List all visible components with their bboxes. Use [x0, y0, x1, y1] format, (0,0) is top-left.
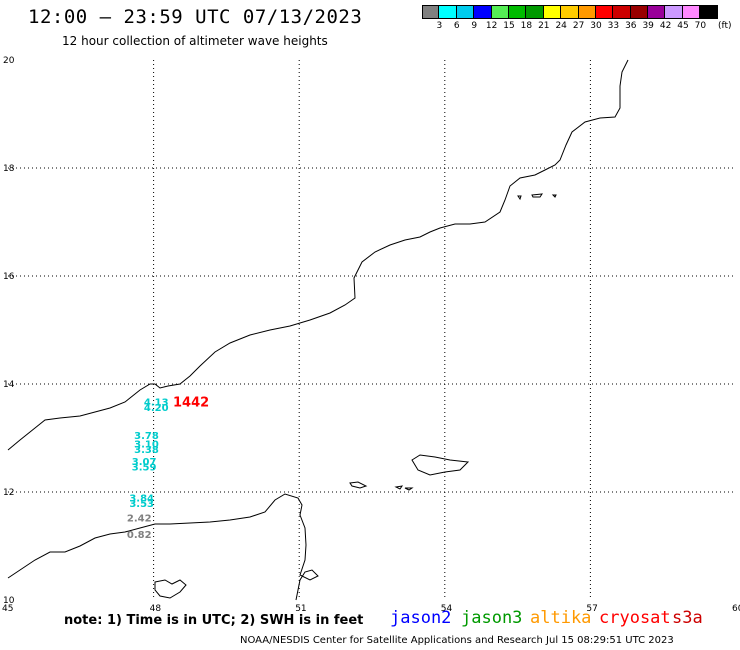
legend-label-11: 36 — [625, 21, 637, 31]
islet-4 — [517, 195, 522, 201]
lon-tick-label: 60 — [732, 604, 740, 614]
legend-swatch-16 — [700, 5, 718, 19]
lat-tick-label: 18 — [3, 164, 15, 174]
wave-observations: 4.134.20 1442 3.783.103.383.073.59 3.843.53… — [127, 396, 209, 541]
lon-tick-label: 48 — [150, 604, 162, 614]
lat-tick-label: 14 — [3, 380, 15, 390]
coastlines — [7, 59, 629, 601]
legend-label-9: 30 — [590, 21, 602, 31]
wave-height-label: 3.78 — [134, 431, 159, 442]
wave-height-label: 4.13 — [144, 398, 169, 409]
legend-swatch-1 — [439, 5, 457, 19]
wave-height-label: 2.42 — [127, 514, 152, 525]
legend-label-0: 3 — [436, 21, 443, 31]
lon-tick-label: 45 — [2, 604, 13, 614]
wave-height-color-legend — [422, 5, 718, 19]
legend-label-7: 24 — [555, 21, 567, 31]
legend-swatch-7 — [543, 5, 562, 19]
map-gridlines — [8, 60, 736, 600]
lat-tick-label: 10 — [3, 596, 15, 606]
legend-label-8: 27 — [572, 21, 585, 31]
lon-tick-label: 51 — [295, 604, 306, 614]
map-subtitle: 12 hour collection of altimeter wave hei… — [62, 34, 328, 48]
somalia-coastline — [7, 493, 319, 601]
lat-tick-label: 16 — [3, 272, 15, 282]
legend-swatch-2 — [456, 5, 475, 19]
legend-swatch-0 — [422, 5, 440, 19]
wave-height-label: 1442 — [173, 396, 209, 411]
islet-5 — [531, 193, 544, 198]
wave-height-label: 3.38 — [134, 445, 159, 456]
footer-note: note: 1) Time is in UTC; 2) SWH is in fe… — [64, 613, 364, 628]
lon-tick-label: 57 — [586, 604, 597, 614]
legend-label-4: 15 — [503, 21, 515, 31]
legend-label-15: 70 — [694, 21, 707, 31]
legend-label-3: 12 — [485, 21, 498, 31]
axis-tick-labels: 45 48 51 54 57 60 20 18 16 14 12 10 — [2, 56, 740, 614]
satellite-label-s3a: s3a — [672, 608, 703, 628]
legend-unit-label: (ft) — [718, 21, 732, 31]
footer-credit: NOAA/NESDIS Center for Satellite Applica… — [240, 635, 674, 646]
somalia-inland-detail — [154, 579, 187, 599]
satellite-label-jason2: jason2 — [390, 608, 452, 628]
legend-swatch-6 — [526, 5, 544, 19]
legend-swatch-3 — [474, 5, 492, 19]
map-title: 12:00 — 23:59 UTC 07/13/2023 — [28, 6, 363, 28]
legend-swatch-12 — [630, 5, 649, 19]
wave-height-label: 3.53 — [129, 499, 154, 510]
legend-swatch-11 — [613, 5, 631, 19]
lat-tick-label: 20 — [3, 56, 15, 66]
legend-label-12: 39 — [642, 21, 654, 31]
wave-height-label: 3.10 — [134, 440, 159, 451]
legend-label-14: 45 — [677, 21, 689, 31]
legend-swatch-4 — [491, 5, 509, 19]
wave-height-label: 3.59 — [132, 462, 157, 473]
legend-swatch-10 — [595, 5, 614, 19]
islet-1 — [349, 481, 368, 489]
islet-2 — [394, 485, 404, 490]
legend-label-5: 18 — [520, 21, 533, 31]
satellite-label-jason3: jason3 — [461, 608, 523, 628]
legend-label-2: 9 — [471, 21, 478, 31]
legend-swatch-9 — [578, 5, 596, 19]
satellite-label-altika: altika — [530, 608, 592, 628]
legend-swatch-13 — [648, 5, 666, 19]
legend-swatch-8 — [561, 5, 579, 19]
legend-label-13: 42 — [659, 21, 672, 31]
wave-height-label: 3.07 — [132, 457, 157, 468]
legend-swatch-5 — [508, 5, 527, 19]
lat-tick-label: 12 — [3, 488, 14, 498]
wave-height-label: 4.20 — [144, 403, 169, 414]
arabian-coastline — [7, 59, 629, 451]
socotra-island — [411, 454, 470, 476]
islet-6 — [551, 194, 557, 198]
satellite-label-cryosat: cryosat — [599, 608, 671, 628]
wave-height-label: 0.82 — [127, 530, 152, 541]
legend-label-6: 21 — [538, 21, 550, 31]
wave-height-label: 3.84 — [129, 494, 154, 505]
legend-swatch-14 — [665, 5, 683, 19]
islet-3 — [404, 487, 414, 491]
lon-tick-label: 54 — [441, 604, 453, 614]
legend-label-10: 33 — [607, 21, 620, 31]
legend-swatch-15 — [682, 5, 701, 19]
legend-label-1: 6 — [453, 21, 460, 31]
